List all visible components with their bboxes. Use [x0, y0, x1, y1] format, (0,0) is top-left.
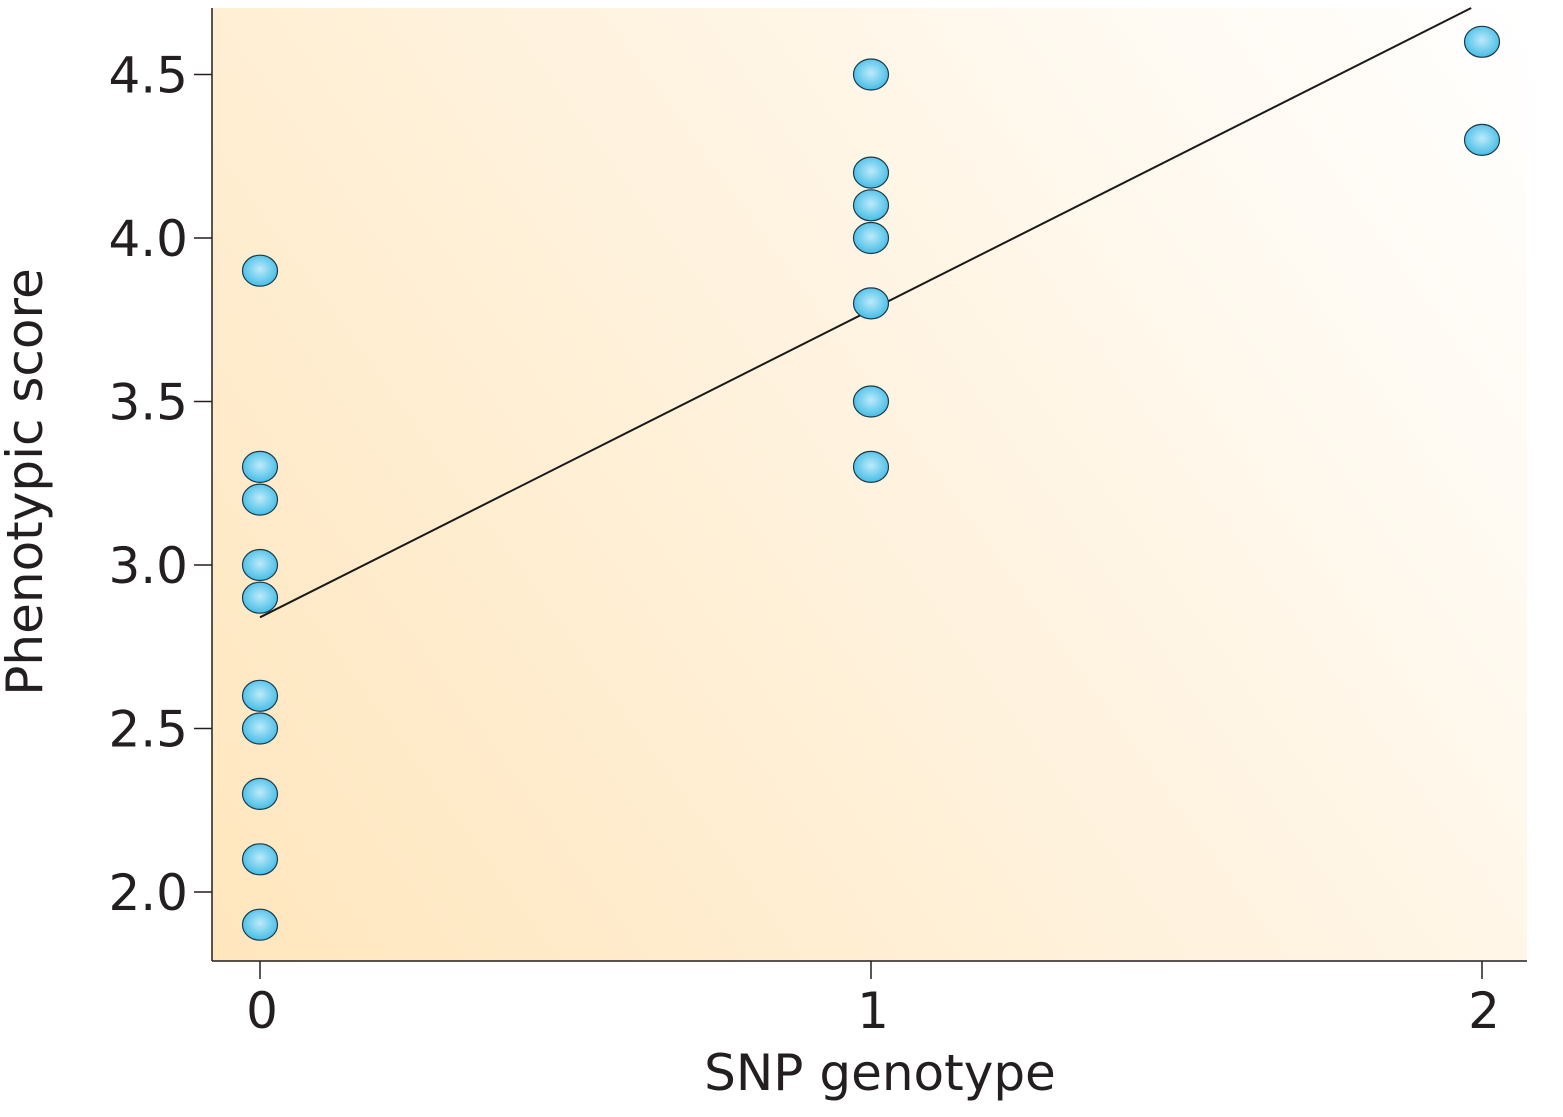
y-tick-label: 4.0 [108, 210, 188, 268]
plot-background [212, 8, 1527, 961]
y-tick-label: 4.5 [108, 47, 188, 105]
data-point [852, 156, 890, 189]
data-point [852, 385, 890, 418]
data-point [241, 679, 279, 712]
data-point [241, 254, 279, 287]
data-point [852, 450, 890, 483]
data-point [852, 221, 890, 255]
x-tick-label: 2 [1468, 982, 1500, 1040]
y-axis-ticks: 2.0 2.5 3.0 3.5 4.0 4.5 [108, 47, 212, 922]
data-point [241, 450, 279, 483]
data-point [241, 712, 279, 745]
y-axis-title: Phenotypic score [0, 268, 54, 695]
y-tick-label: 2.5 [108, 701, 188, 759]
data-point [852, 189, 890, 222]
x-tick-label: 1 [857, 982, 889, 1040]
data-point [1463, 25, 1501, 58]
axes [211, 8, 1527, 962]
data-point [241, 548, 279, 582]
data-point [241, 581, 279, 614]
y-tick-label: 2.0 [108, 864, 188, 922]
data-point [241, 843, 279, 876]
data-point [241, 483, 279, 516]
y-tick-label: 3.5 [108, 374, 188, 432]
x-tick-label: 0 [246, 982, 278, 1040]
data-point [852, 287, 890, 320]
x-axis-ticks: 0 1 2 [246, 961, 1500, 1040]
data-point [241, 908, 279, 941]
data-points [241, 25, 1501, 941]
x-axis-title: SNP genotype [704, 1044, 1056, 1102]
data-point [241, 777, 279, 811]
y-tick-label: 3.0 [108, 537, 188, 595]
data-point [852, 58, 890, 91]
data-point [1463, 123, 1501, 156]
